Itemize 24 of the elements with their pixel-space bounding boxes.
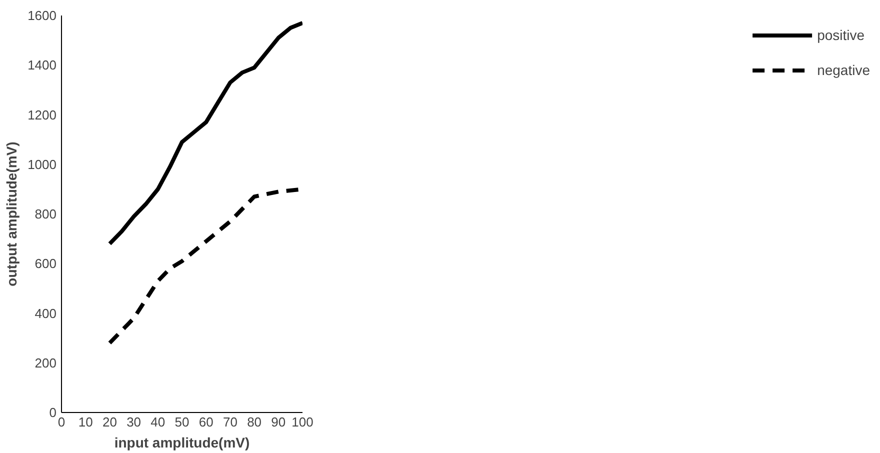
y-tick-label: 800 [34, 206, 57, 222]
y-tick-label: 200 [34, 355, 57, 370]
y-tick-label: 1600 [28, 8, 56, 23]
y-axis-title: output amplitude(mV) [4, 142, 20, 286]
y-tick-label: 600 [34, 256, 57, 272]
legend-label: negative [817, 62, 870, 78]
y-tick-label: 1200 [28, 107, 56, 122]
y-tick-label: 0 [49, 405, 57, 420]
x-tick-label: 100 [292, 414, 314, 430]
x-tick-label: 30 [126, 414, 142, 430]
x-tick-label: 90 [271, 414, 286, 430]
x-tick-label: 70 [222, 414, 238, 430]
x-tick-label: 60 [198, 414, 214, 430]
line-series [108, 20, 302, 246]
legend-label: positive [817, 27, 865, 43]
y-tick-label: 1000 [28, 156, 56, 172]
x-tick-label: 80 [247, 414, 262, 430]
x-tick-label: 20 [102, 414, 117, 430]
y-tick-label: 1400 [28, 58, 56, 73]
x-tick-label: 10 [78, 414, 93, 430]
x-tick-label: 40 [150, 414, 166, 430]
x-axis-title: input amplitude(mV) [114, 434, 250, 450]
x-tick-label: 50 [174, 414, 190, 430]
y-tick-label: 400 [34, 306, 57, 321]
